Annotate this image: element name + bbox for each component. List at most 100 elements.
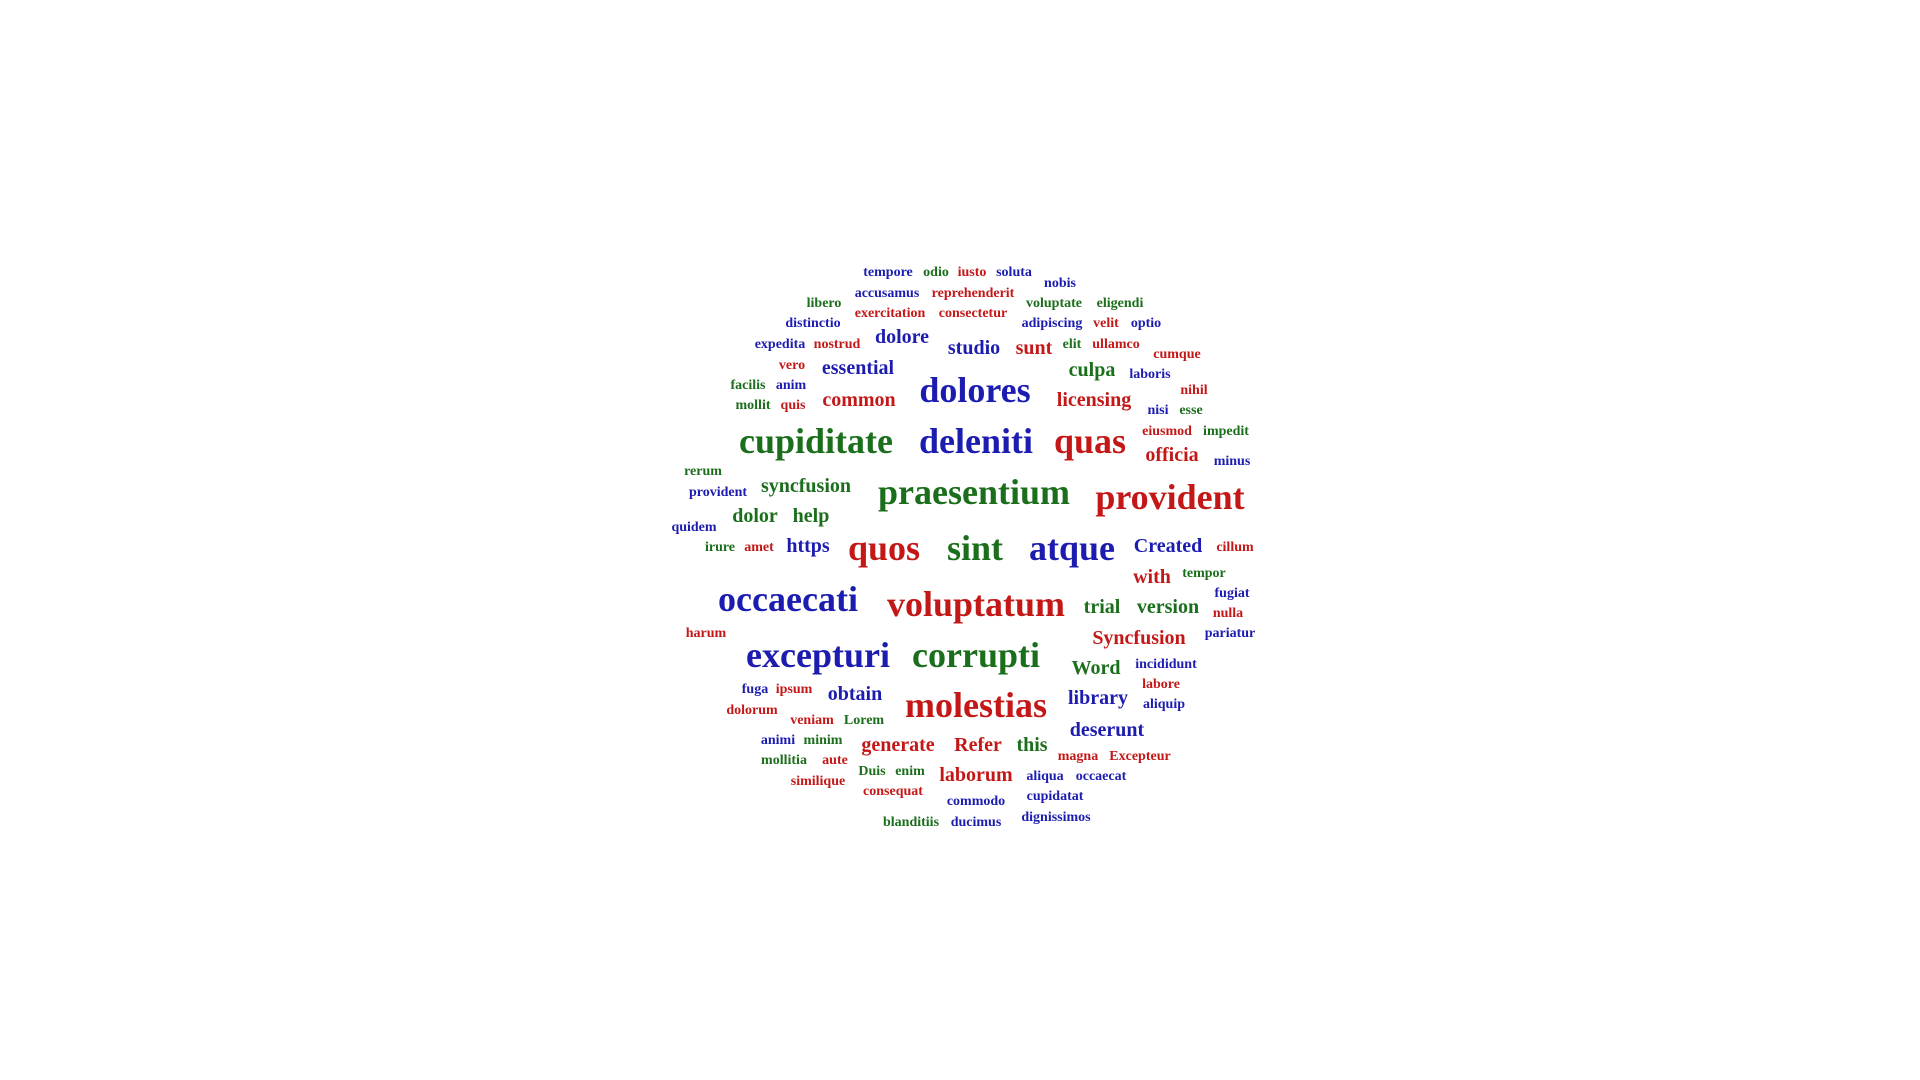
cloud-word: exercitation xyxy=(854,306,926,321)
cloud-word: expedita xyxy=(754,337,806,352)
cloud-word: eiusmod xyxy=(1142,424,1192,439)
cloud-word: syncfusion xyxy=(760,475,852,497)
cloud-word: help xyxy=(792,505,830,527)
cloud-word: irure xyxy=(704,540,736,555)
cloud-word: eligendi xyxy=(1096,296,1144,311)
cloud-word: mollitia xyxy=(761,753,807,768)
cloud-word: obtain xyxy=(827,683,883,705)
cloud-word: sint xyxy=(946,528,1004,568)
cloud-word: deserunt xyxy=(1069,719,1145,741)
cloud-word: quas xyxy=(1053,421,1127,461)
cloud-word: tempor xyxy=(1182,566,1226,581)
cloud-word: accusamus xyxy=(854,286,920,301)
cloud-word: commodo xyxy=(946,794,1006,809)
cloud-word: with xyxy=(1133,566,1171,588)
cloud-word: common xyxy=(822,389,896,411)
cloud-word: fuga xyxy=(741,682,769,697)
cloud-word: dolorum xyxy=(726,703,778,718)
cloud-word: Lorem xyxy=(843,713,885,728)
cloud-word: esse xyxy=(1179,403,1203,418)
cloud-word: laborum xyxy=(939,764,1013,786)
cloud-word: soluta xyxy=(996,265,1032,280)
cloud-word: this xyxy=(1016,734,1048,756)
cloud-word: amet xyxy=(744,540,774,555)
cloud-word: laboris xyxy=(1129,367,1171,382)
cloud-word: rerum xyxy=(684,464,722,479)
cloud-word: licensing xyxy=(1056,389,1132,411)
cloud-word: essential xyxy=(821,357,895,379)
cloud-word: ullamco xyxy=(1092,337,1140,352)
cloud-word: quidem xyxy=(671,520,717,535)
cloud-word: consectetur xyxy=(938,306,1008,321)
cloud-word: dolore xyxy=(874,326,930,348)
cloud-word: trial xyxy=(1083,596,1121,618)
cloud-word: corrupti xyxy=(912,635,1040,675)
cloud-word: aute xyxy=(822,753,848,768)
cloud-word: Duis xyxy=(858,764,886,779)
cloud-word: atque xyxy=(1028,528,1116,568)
cloud-word: excepturi xyxy=(746,635,890,675)
cloud-word: fugiat xyxy=(1214,586,1250,601)
cloud-word: distinctio xyxy=(785,316,841,331)
cloud-word: Refer xyxy=(954,734,1002,756)
cloud-word: pariatur xyxy=(1204,626,1256,641)
cloud-word: provident xyxy=(688,485,748,500)
cloud-word: animi xyxy=(760,733,796,748)
cloud-word: voluptatum xyxy=(886,584,1066,624)
cloud-word: dignissimos xyxy=(1021,810,1091,825)
cloud-word: nihil xyxy=(1180,383,1208,398)
cloud-word: mollit xyxy=(735,398,771,413)
cloud-word: library xyxy=(1068,687,1128,709)
cloud-word: Syncfusion xyxy=(1092,627,1186,649)
cloud-word: sunt xyxy=(1015,337,1053,359)
cloud-word: voluptate xyxy=(1026,296,1082,311)
cloud-word: deleniti xyxy=(919,421,1033,461)
cloud-word: praesentium xyxy=(878,472,1070,512)
cloud-word: molestias xyxy=(905,685,1047,725)
cloud-word: occaecati xyxy=(718,579,858,619)
cloud-word: consequat xyxy=(863,784,923,799)
cloud-word: velit xyxy=(1093,316,1119,331)
cloud-word: culpa xyxy=(1068,359,1116,381)
cloud-word: provident xyxy=(1095,477,1245,517)
cloud-word: labore xyxy=(1142,677,1180,692)
cloud-word: Created xyxy=(1133,535,1203,557)
cloud-word: quos xyxy=(847,528,921,568)
cloud-word: adipiscing xyxy=(1021,316,1083,331)
cloud-word: magna xyxy=(1057,749,1099,764)
cloud-word: anim xyxy=(775,378,807,393)
cloud-word: studio xyxy=(947,337,1001,359)
cloud-word: elit xyxy=(1062,337,1082,352)
cloud-word: optio xyxy=(1130,316,1162,331)
cloud-word: nisi xyxy=(1147,403,1169,418)
cloud-word: similique xyxy=(790,774,846,789)
cloud-word: quis xyxy=(780,398,806,413)
cloud-word: version xyxy=(1136,596,1200,618)
cloud-word: cillum xyxy=(1216,540,1254,555)
cloud-word: occaecat xyxy=(1075,769,1127,784)
cloud-word: cupidatat xyxy=(1026,789,1084,804)
cloud-word: veniam xyxy=(790,713,834,728)
cloud-word: https xyxy=(786,535,830,557)
cloud-word: minus xyxy=(1213,454,1251,469)
cloud-word: Word xyxy=(1071,657,1121,679)
cloud-word: vero xyxy=(778,358,806,373)
cloud-word: nobis xyxy=(1044,276,1076,291)
cloud-word: aliquip xyxy=(1142,697,1186,712)
cloud-word: aliqua xyxy=(1026,769,1064,784)
cloud-word: tempore xyxy=(863,265,913,280)
cloud-word: incididunt xyxy=(1135,657,1197,672)
cloud-word: cumque xyxy=(1153,347,1201,362)
cloud-word: facilis xyxy=(730,378,766,393)
cloud-word: nulla xyxy=(1212,606,1244,621)
cloud-word: harum xyxy=(685,626,727,641)
cloud-word: cupiditate xyxy=(738,421,894,461)
cloud-word: libero xyxy=(806,296,842,311)
cloud-word: iusto xyxy=(957,265,987,280)
cloud-word: nostrud xyxy=(813,337,861,352)
cloud-word: enim xyxy=(895,764,925,779)
cloud-word: reprehenderit xyxy=(931,286,1015,301)
cloud-word: generate xyxy=(861,734,935,756)
cloud-word: dolor xyxy=(732,505,778,527)
